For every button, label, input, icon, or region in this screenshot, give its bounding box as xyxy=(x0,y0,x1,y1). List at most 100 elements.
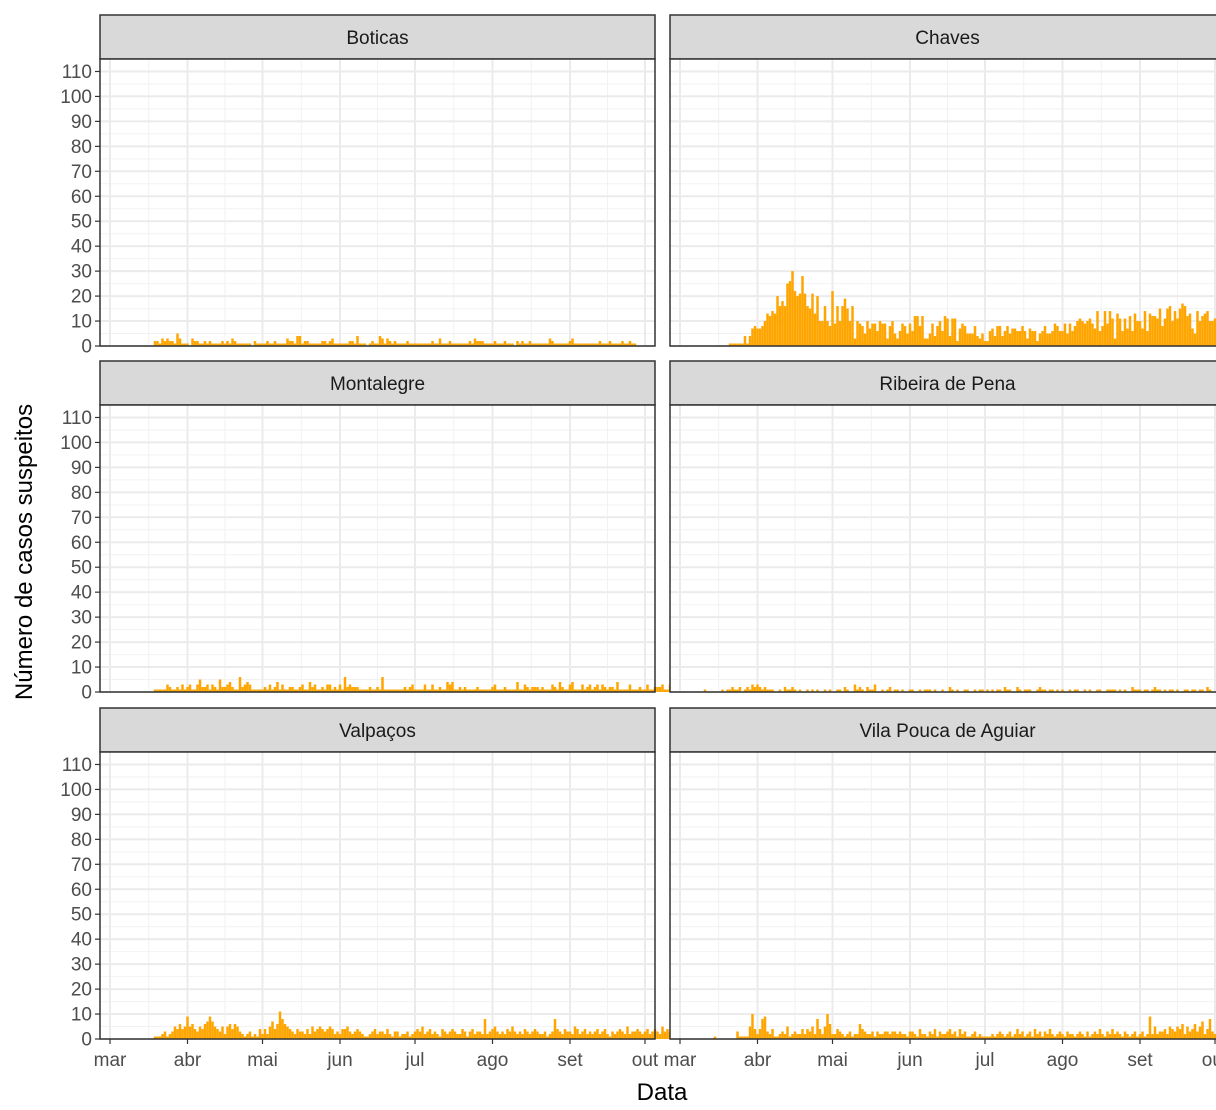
bar xyxy=(746,1036,749,1039)
bar xyxy=(1066,333,1069,346)
bar xyxy=(738,1036,742,1039)
x-tick-label: out xyxy=(632,1050,659,1071)
bar xyxy=(1098,689,1102,692)
bar xyxy=(351,1034,354,1039)
bar xyxy=(558,682,562,692)
bar xyxy=(433,343,437,346)
bar xyxy=(861,326,864,346)
bar xyxy=(291,341,294,346)
facet-label: Ribeira de Pena xyxy=(879,374,1016,395)
bar xyxy=(626,689,629,692)
bar xyxy=(176,1029,179,1039)
bar xyxy=(538,1034,542,1039)
bar xyxy=(1011,328,1014,346)
bar xyxy=(1116,313,1119,346)
bar xyxy=(778,689,782,692)
bar xyxy=(381,677,384,692)
bar xyxy=(283,689,287,692)
facet-label: Boticas xyxy=(346,28,408,49)
bar xyxy=(496,1031,499,1039)
bar xyxy=(661,684,664,692)
bar xyxy=(888,326,892,346)
bar xyxy=(1206,311,1209,346)
bar xyxy=(798,1034,802,1039)
bar xyxy=(316,1029,319,1039)
bar xyxy=(1193,1024,1197,1039)
bar xyxy=(193,1029,197,1039)
bar xyxy=(338,343,342,346)
bar xyxy=(828,689,832,692)
bar xyxy=(958,1029,962,1039)
bar xyxy=(423,1034,427,1039)
bar xyxy=(483,1019,487,1039)
bar xyxy=(908,1031,912,1039)
bar xyxy=(773,1036,777,1039)
bar xyxy=(586,1034,589,1039)
bar xyxy=(586,343,589,346)
bar xyxy=(1028,1031,1032,1039)
bar xyxy=(751,328,754,346)
panel-border xyxy=(99,751,656,1040)
panel-ribeira-de-pena: Ribeira de Pena xyxy=(669,360,1216,693)
bar xyxy=(421,689,424,692)
bar xyxy=(391,343,394,346)
bar xyxy=(1106,1031,1109,1039)
bar xyxy=(531,1031,534,1039)
plot-background xyxy=(670,59,1216,346)
bar xyxy=(388,1034,392,1039)
bar xyxy=(886,1031,889,1039)
bar xyxy=(963,326,967,346)
bar xyxy=(581,343,584,346)
bar xyxy=(823,306,827,346)
bar xyxy=(516,682,519,692)
bar xyxy=(418,689,422,692)
bar xyxy=(1186,316,1189,346)
bar xyxy=(396,689,399,692)
bar xyxy=(303,689,307,692)
bar xyxy=(733,689,737,692)
bar xyxy=(713,1036,717,1039)
bar xyxy=(1201,689,1204,692)
bar xyxy=(301,684,304,692)
bar xyxy=(613,689,617,692)
bar xyxy=(1136,1036,1139,1039)
bar xyxy=(1141,1031,1144,1039)
bar xyxy=(333,1034,337,1039)
bar xyxy=(768,1034,772,1039)
bar xyxy=(423,343,427,346)
bar xyxy=(751,684,754,692)
bar xyxy=(733,343,737,346)
bar xyxy=(876,331,879,346)
bar xyxy=(583,343,587,346)
bar xyxy=(913,316,917,346)
bar xyxy=(1061,1034,1064,1039)
bar xyxy=(1168,1026,1172,1039)
bar xyxy=(621,341,624,346)
bar xyxy=(761,689,764,692)
bar xyxy=(1173,311,1177,346)
bar xyxy=(566,689,569,692)
bar xyxy=(1191,1029,1194,1039)
bar xyxy=(873,323,877,346)
bar xyxy=(911,331,914,346)
bar xyxy=(203,687,207,692)
bar xyxy=(341,689,344,692)
bar xyxy=(793,689,797,692)
bar xyxy=(633,689,637,692)
bar xyxy=(446,1034,449,1039)
bar xyxy=(216,343,219,346)
bar xyxy=(1038,687,1042,692)
bar xyxy=(443,1031,447,1039)
bar xyxy=(1088,689,1092,692)
bar xyxy=(921,1034,924,1039)
bar xyxy=(458,343,462,346)
bar xyxy=(383,1034,387,1039)
bar xyxy=(246,343,249,346)
bar xyxy=(226,1026,229,1039)
bar xyxy=(391,1036,394,1039)
bar xyxy=(756,1034,759,1039)
bar xyxy=(1033,1029,1037,1039)
bar xyxy=(1028,689,1032,692)
bar xyxy=(623,343,627,346)
bar xyxy=(198,343,202,346)
